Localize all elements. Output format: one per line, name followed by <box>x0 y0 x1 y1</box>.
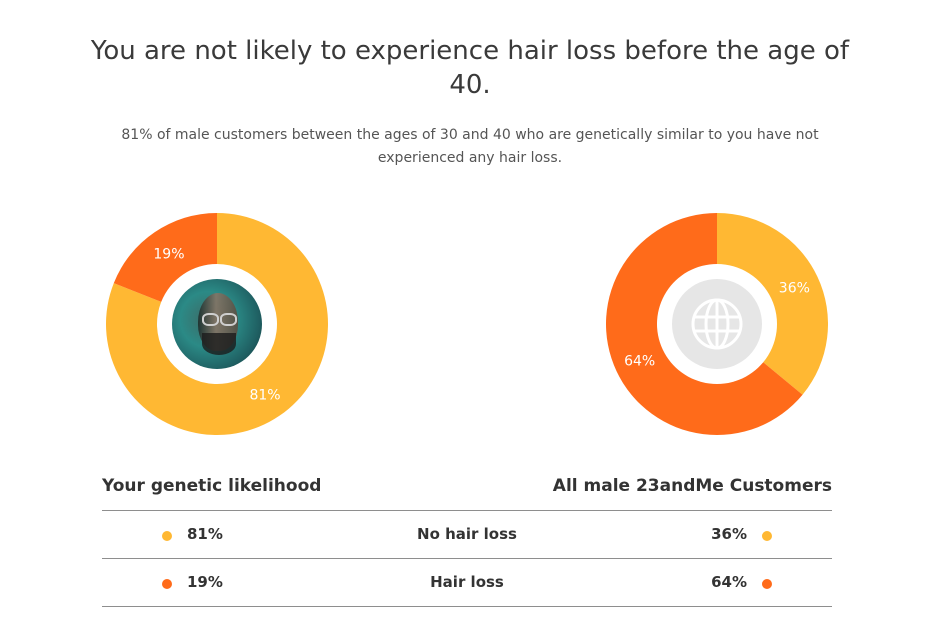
user-avatar <box>172 279 262 369</box>
right-column-heading: All male 23andMe Customers <box>552 476 832 496</box>
legend-dot-no-hair-loss <box>162 531 172 541</box>
table-row-no-hair-loss: 81% No hair loss 36% <box>102 510 832 558</box>
left-value: 81% <box>187 525 223 543</box>
left-column-heading: Your genetic likelihood <box>102 476 322 496</box>
donut-chart-all-customers: 36% 64% <box>606 213 828 435</box>
category-label: Hair loss <box>430 573 504 591</box>
donut-slice-no-hair-loss <box>717 213 828 395</box>
right-value: 36% <box>711 525 747 543</box>
donut-slice-hair-loss <box>606 213 803 435</box>
slice-label: 36% <box>779 281 810 297</box>
left-value: 19% <box>187 573 223 591</box>
slice-label: 64% <box>624 353 655 369</box>
globe-icon <box>672 279 762 369</box>
right-value: 64% <box>711 573 747 591</box>
comparison-table: 81% No hair loss 36% 19% Hair loss 64% <box>102 510 832 607</box>
donut-slice-no-hair-loss <box>106 213 328 435</box>
donut-slice-hair-loss <box>113 213 217 302</box>
legend-dot-no-hair-loss <box>762 531 772 541</box>
legend-dot-hair-loss <box>162 579 172 589</box>
slice-label: 19% <box>153 246 184 262</box>
page-title: You are not likely to experience hair lo… <box>90 36 850 100</box>
legend-dot-hair-loss <box>762 579 772 589</box>
table-row-hair-loss: 19% Hair loss 64% <box>102 558 832 607</box>
donut-chart-genetic-likelihood: 81% 19% <box>106 213 328 435</box>
slice-label: 81% <box>249 388 280 404</box>
category-label: No hair loss <box>417 525 517 543</box>
page-subtitle: 81% of male customers between the ages o… <box>121 127 819 166</box>
